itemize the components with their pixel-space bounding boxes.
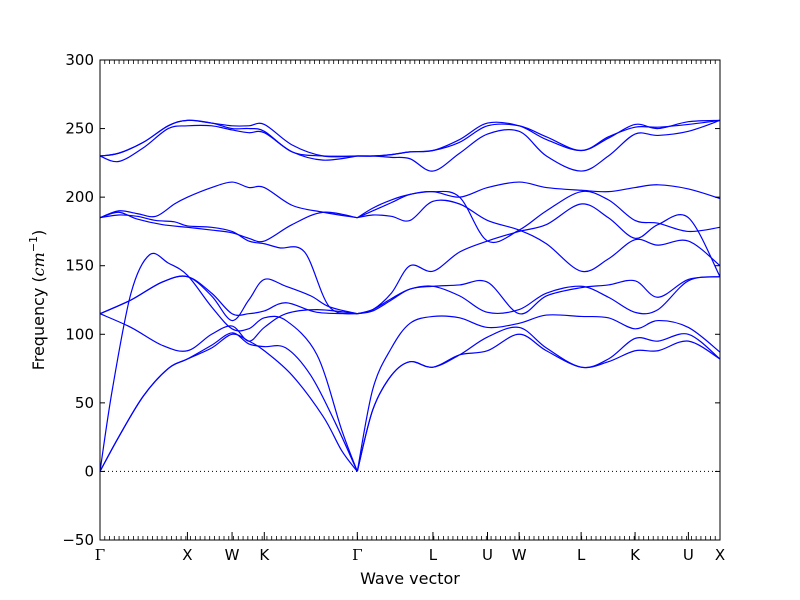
y-tick-label: 200 [65, 188, 94, 206]
x-tick-label: Γ [95, 546, 105, 564]
x-tick-label: U [482, 546, 493, 564]
band-line [356, 314, 721, 472]
x-axis-label: Wave vector [360, 569, 460, 588]
band-line [99, 211, 358, 243]
x-tick-label: W [512, 546, 527, 564]
y-tick-label: 100 [65, 325, 94, 343]
y-axis-label: Frequency (cm−1) [27, 230, 48, 371]
band-line [357, 119, 721, 172]
x-tick-label: W [225, 546, 240, 564]
band-line [99, 124, 358, 163]
band-line [357, 203, 721, 315]
y-axis-label-close: ) [29, 230, 48, 236]
band-line [357, 199, 721, 273]
band-line [357, 119, 721, 157]
y-tick-label: 0 [84, 462, 94, 480]
plot-frame [99, 59, 721, 541]
x-tick-label: L [577, 546, 586, 564]
x-tick-label: Γ [352, 546, 362, 564]
y-tick-label: 250 [65, 120, 94, 138]
band-line [99, 275, 358, 322]
band-line [357, 181, 721, 219]
band-line [356, 326, 721, 472]
band-line [356, 333, 721, 472]
y-axis-label-exponent: −1 [27, 236, 40, 252]
band-line [99, 181, 358, 219]
y-tick-label: 300 [65, 51, 94, 69]
y-tick-label: −50 [62, 531, 94, 549]
x-tick-label: U [683, 546, 694, 564]
x-tick-label: K [630, 546, 641, 564]
band-line [99, 252, 358, 472]
y-tick-label: 50 [75, 394, 94, 412]
band-line [357, 276, 721, 315]
band-line [357, 276, 721, 315]
y-axis-ticks: −50 0 50 100 150 200 250 300 [62, 51, 720, 549]
band-line [357, 119, 721, 157]
band-lines [99, 119, 721, 472]
x-tick-label: X [715, 546, 725, 564]
x-tick-label: X [182, 546, 192, 564]
y-tick-label: 150 [65, 257, 94, 275]
band-line [356, 190, 721, 243]
y-axis-label-unit: cm [29, 252, 48, 276]
band-line [99, 332, 358, 472]
y-axis-label-main: Frequency ( [29, 276, 48, 370]
band-line [99, 308, 358, 352]
band-line [99, 214, 358, 315]
x-tick-label: L [429, 546, 438, 564]
x-tick-label: K [259, 546, 270, 564]
